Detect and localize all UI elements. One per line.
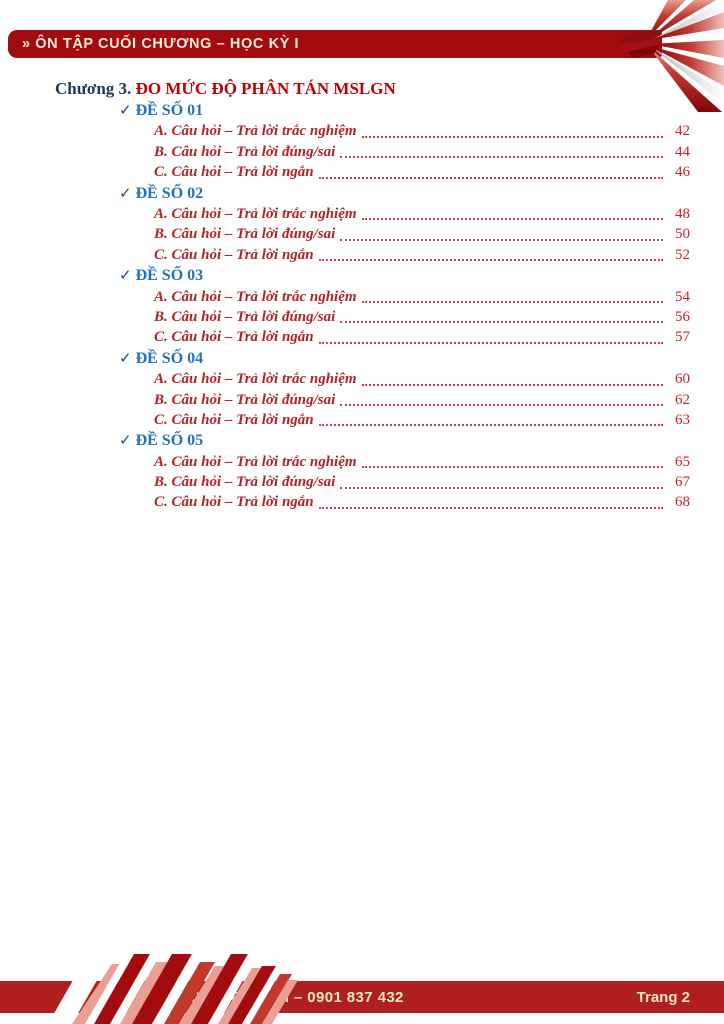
toc-item-label: A. Câu hỏi – Trả lời trắc nghiệm: [154, 123, 357, 140]
toc-item-page: 56: [675, 308, 690, 325]
fan-ribbon-decoration: [620, 0, 724, 112]
toc-item-label: A. Câu hỏi – Trả lời trắc nghiệm: [154, 288, 357, 305]
toc-item-label: C. Câu hỏi – Trả lời ngắn: [154, 246, 314, 263]
header-bar: » ÔN TẬP CUỐI CHƯƠNG – HỌC KỲ I: [8, 30, 662, 58]
toc-section-label: ĐỀ SỐ 04: [135, 349, 204, 367]
chapter-title: ĐO MỨC ĐỘ PHÂN TÁN MSLGN: [135, 79, 396, 98]
toc-item: B. Câu hỏi – Trả lời đúng/sai 62: [0, 390, 724, 410]
toc-section: ✓ ĐỀ SỐ 03 A. Câu hỏi – Trả lời trắc nghi…: [0, 265, 724, 348]
toc-item-page: 63: [675, 411, 690, 428]
toc-section-label: ĐỀ SỐ 02: [135, 184, 204, 202]
dotted-leader: [361, 135, 663, 138]
chapter-heading: Chương 3. ĐO MỨC ĐỘ PHÂN TÁN MSLGN: [0, 77, 724, 100]
toc-item: A. Câu hỏi – Trả lời trắc nghiệm 48: [0, 204, 724, 224]
toc-section: ✓ ĐỀ SỐ 01 A. Câu hỏi – Trả lời trắc nghi…: [0, 100, 724, 183]
dotted-leader: [340, 486, 663, 489]
dotted-leader: [340, 238, 663, 241]
toc-item-label: C. Câu hỏi – Trả lời ngắn: [154, 494, 314, 511]
dotted-leader: [318, 176, 663, 179]
toc-item: C. Câu hỏi – Trả lời ngắn 63: [0, 410, 724, 430]
dotted-leader: [340, 156, 663, 159]
toc-item-label: C. Câu hỏi – Trả lời ngắn: [154, 164, 314, 181]
toc-item-label: B. Câu hỏi – Trả lời đúng/sai: [154, 143, 336, 160]
toc-item-page: 52: [675, 246, 690, 263]
diagonal-stripes-decoration: [48, 954, 298, 1024]
toc-item-page: 60: [675, 371, 690, 388]
checkmark-icon: ✓: [119, 266, 132, 285]
dotted-leader: [361, 300, 663, 303]
toc-item: C. Câu hỏi – Trả lời ngắn 52: [0, 245, 724, 265]
toc-item-page: 48: [675, 205, 690, 222]
toc-section-items: A. Câu hỏi – Trả lời trắc nghiệm 60 B. C…: [0, 369, 724, 430]
toc-item-page: 68: [675, 494, 690, 511]
toc-item-page: 62: [675, 391, 690, 408]
toc-item-page: 57: [675, 329, 690, 346]
page-number-label: Trang 2: [636, 988, 690, 1006]
toc-item-page: 44: [675, 143, 690, 160]
checkmark-icon: ✓: [119, 183, 132, 202]
toc-section-heading: ✓ ĐỀ SỐ 03: [0, 265, 724, 286]
toc-section-label: ĐỀ SỐ 05: [135, 432, 204, 450]
checkmark-icon: ✓: [119, 431, 132, 450]
dotted-leader: [340, 321, 663, 324]
toc-item: C. Câu hỏi – Trả lời ngắn 57: [0, 327, 724, 347]
toc-item-page: 65: [675, 453, 690, 470]
toc-section-label: ĐỀ SỐ 03: [135, 267, 204, 285]
toc-item-page: 42: [675, 123, 690, 140]
toc-section-heading: ✓ ĐỀ SỐ 02: [0, 183, 724, 204]
toc-item-page: 46: [675, 164, 690, 181]
toc-section-items: A. Câu hỏi – Trả lời trắc nghiệm 42 B. C…: [0, 121, 724, 182]
toc-item-label: B. Câu hỏi – Trả lời đúng/sai: [154, 474, 336, 491]
dotted-leader: [318, 341, 663, 344]
toc-item-label: B. Câu hỏi – Trả lời đúng/sai: [154, 308, 336, 325]
toc-item: A. Câu hỏi – Trả lời trắc nghiệm 42: [0, 121, 724, 141]
dotted-leader: [361, 383, 663, 386]
toc-section: ✓ ĐỀ SỐ 05 A. Câu hỏi – Trả lời trắc nghi…: [0, 430, 724, 513]
toc-item: B. Câu hỏi – Trả lời đúng/sai 44: [0, 142, 724, 162]
toc-item-label: B. Câu hỏi – Trả lời đúng/sai: [154, 226, 336, 243]
dotted-leader: [318, 506, 663, 509]
toc-item: A. Câu hỏi – Trả lời trắc nghiệm 54: [0, 287, 724, 307]
toc-section-label: ĐỀ SỐ 01: [135, 102, 204, 119]
dotted-leader: [318, 424, 663, 427]
table-of-contents: Chương 3. ĐO MỨC ĐỘ PHÂN TÁN MSLGN ✓ ĐỀ S…: [0, 77, 724, 513]
toc-item-page: 67: [675, 474, 690, 491]
toc-item-label: C. Câu hỏi – Trả lời ngắn: [154, 411, 314, 428]
toc-section-items: A. Câu hỏi – Trả lời trắc nghiệm 65 B. C…: [0, 452, 724, 513]
toc-item-page: 50: [675, 226, 690, 243]
toc-section-items: A. Câu hỏi – Trả lời trắc nghiệm 54 B. C…: [0, 287, 724, 348]
toc-item: C. Câu hỏi – Trả lời ngắn 46: [0, 162, 724, 182]
toc-section-items: A. Câu hỏi – Trả lời trắc nghiệm 48 B. C…: [0, 204, 724, 265]
toc-item: B. Câu hỏi – Trả lời đúng/sai 50: [0, 224, 724, 244]
toc-item-page: 54: [675, 288, 690, 305]
checkmark-icon: ✓: [119, 348, 132, 367]
toc-section: ✓ ĐỀ SỐ 04 A. Câu hỏi – Trả lời trắc nghi…: [0, 348, 724, 431]
dotted-leader: [361, 466, 663, 469]
header-title: » ÔN TẬP CUỐI CHƯƠNG – HỌC KỲ I: [22, 36, 300, 52]
toc-item: B. Câu hỏi – Trả lời đúng/sai 56: [0, 307, 724, 327]
toc-section-heading: ✓ ĐỀ SỐ 05: [0, 430, 724, 451]
toc-item-label: A. Câu hỏi – Trả lời trắc nghiệm: [154, 371, 357, 388]
toc-item-label: C. Câu hỏi – Trả lời ngắn: [154, 329, 314, 346]
toc-item-label: B. Câu hỏi – Trả lời đúng/sai: [154, 391, 336, 408]
toc-sections: ✓ ĐỀ SỐ 01 A. Câu hỏi – Trả lời trắc nghi…: [0, 100, 724, 513]
toc-section: ✓ ĐỀ SỐ 02 A. Câu hỏi – Trả lời trắc nghi…: [0, 183, 724, 266]
toc-item: A. Câu hỏi – Trả lời trắc nghiệm 65: [0, 452, 724, 472]
checkmark-icon: ✓: [119, 101, 132, 119]
dotted-leader: [340, 403, 663, 406]
toc-item-label: A. Câu hỏi – Trả lời trắc nghiệm: [154, 453, 357, 470]
toc-item-label: A. Câu hỏi – Trả lời trắc nghiệm: [154, 205, 357, 222]
chapter-label: Chương 3.: [55, 79, 132, 98]
toc-section-heading: ✓ ĐỀ SỐ 04: [0, 348, 724, 369]
toc-item: B. Câu hỏi – Trả lời đúng/sai 67: [0, 472, 724, 492]
dotted-leader: [361, 218, 663, 221]
toc-section-heading: ✓ ĐỀ SỐ 01: [0, 100, 724, 121]
toc-item: C. Câu hỏi – Trả lời ngắn 68: [0, 493, 724, 513]
toc-item: A. Câu hỏi – Trả lời trắc nghiệm 60: [0, 369, 724, 389]
dotted-leader: [318, 259, 663, 262]
